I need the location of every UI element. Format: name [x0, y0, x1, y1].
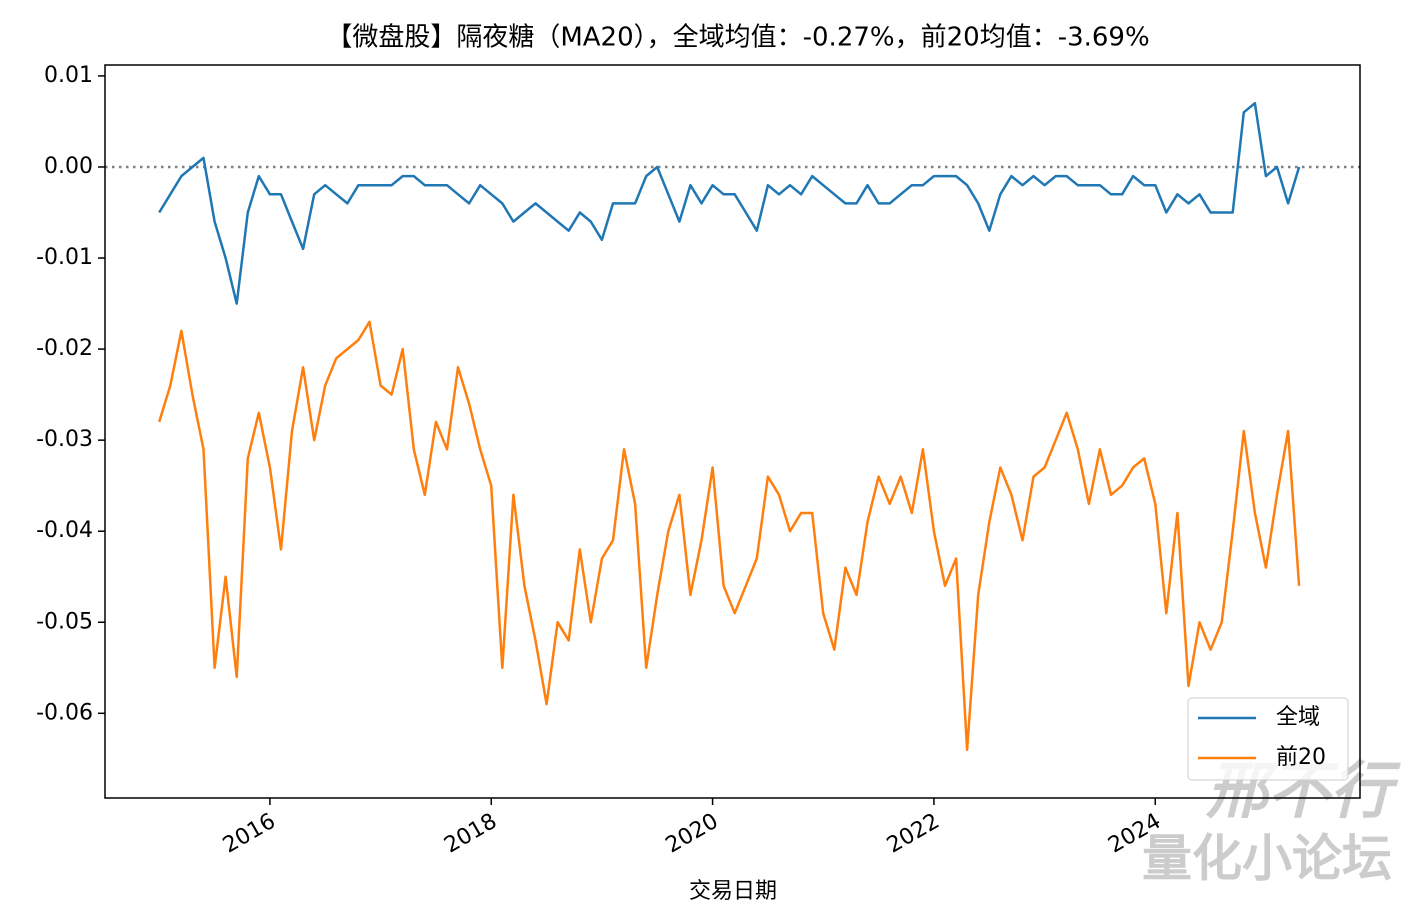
- y-tick-label: -0.02: [36, 336, 93, 361]
- series-line: [158, 101, 1301, 305]
- y-tick-label: -0.05: [36, 609, 93, 634]
- y-tick-label: 0.01: [44, 63, 93, 88]
- y-tick-label: -0.03: [36, 427, 93, 452]
- y-tick-label: -0.04: [36, 518, 93, 543]
- plot-frame: [104, 64, 1361, 799]
- x-axis-label: 交易日期: [689, 879, 777, 904]
- chart-title: 【微盘股】隔夜糖（MA20），全域均值：-0.27%，前20均值：-3.69%: [326, 23, 1149, 53]
- legend-label: 前20: [1276, 745, 1326, 770]
- watermark: 量化小论坛: [1142, 830, 1392, 888]
- y-tick-label: -0.06: [36, 700, 93, 725]
- y-tick-label: 0.00: [44, 154, 93, 179]
- y-tick-label: -0.01: [36, 245, 93, 270]
- series-line: [158, 320, 1301, 751]
- legend-label: 全域: [1276, 705, 1320, 730]
